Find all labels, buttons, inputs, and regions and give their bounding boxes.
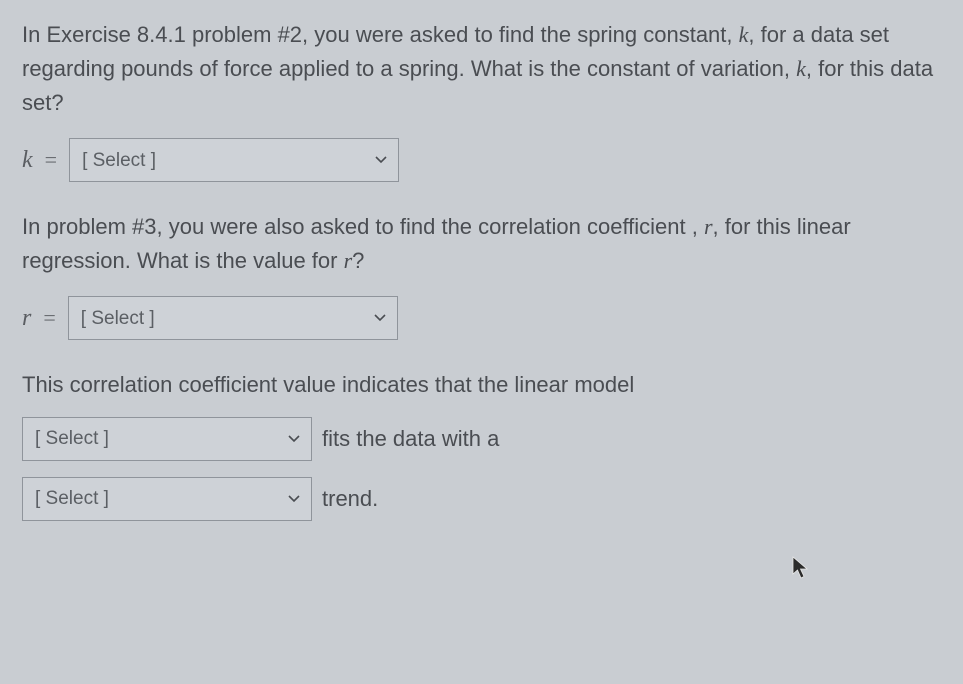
q1-answer-var: k (22, 142, 33, 179)
chevron-down-icon (287, 432, 301, 446)
q2-answer-row: r = [ Select ] (22, 296, 941, 340)
q2-equals: = (43, 301, 55, 335)
q1-equals: = (45, 143, 57, 177)
q1-var-k-1: k (739, 22, 749, 47)
q3-select1-placeholder: [ Select ] (35, 424, 109, 453)
question-2: In problem #3, you were also asked to fi… (22, 210, 941, 340)
q2-var-r-1: r (704, 214, 713, 239)
q1-answer-row: k = [ Select ] (22, 138, 941, 182)
q2-select-r[interactable]: [ Select ] (68, 296, 398, 340)
q2-answer-var: r (22, 300, 31, 337)
q1-select-k[interactable]: [ Select ] (69, 138, 399, 182)
q1-var-k-2: k (796, 56, 806, 81)
q3-select-trend[interactable]: [ Select ] (22, 477, 312, 521)
q3-select-fit[interactable]: [ Select ] (22, 417, 312, 461)
q3-row-1: [ Select ] fits the data with a (22, 417, 941, 461)
q2-text-post: ? (352, 248, 364, 273)
q2-select-placeholder: [ Select ] (81, 304, 155, 333)
q1-select-placeholder: [ Select ] (82, 146, 156, 175)
q2-var-r-2: r (344, 248, 353, 273)
question-3: This correlation coefficient value indic… (22, 368, 941, 520)
q3-select2-placeholder: [ Select ] (35, 484, 109, 513)
question-3-prompt: This correlation coefficient value indic… (22, 368, 941, 402)
chevron-down-icon (287, 492, 301, 506)
q1-text-pre: In Exercise 8.4.1 problem #2, you were a… (22, 22, 739, 47)
cursor-icon (792, 556, 810, 580)
question-1-prompt: In Exercise 8.4.1 problem #2, you were a… (22, 18, 941, 120)
chevron-down-icon (374, 153, 388, 167)
q3-row-2: [ Select ] trend. (22, 477, 941, 521)
q2-text-pre: In problem #3, you were also asked to fi… (22, 214, 704, 239)
question-1: In Exercise 8.4.1 problem #2, you were a… (22, 18, 941, 182)
chevron-down-icon (373, 311, 387, 325)
q3-after2: trend. (322, 482, 378, 516)
q3-after1: fits the data with a (322, 422, 499, 456)
question-2-prompt: In problem #3, you were also asked to fi… (22, 210, 941, 278)
